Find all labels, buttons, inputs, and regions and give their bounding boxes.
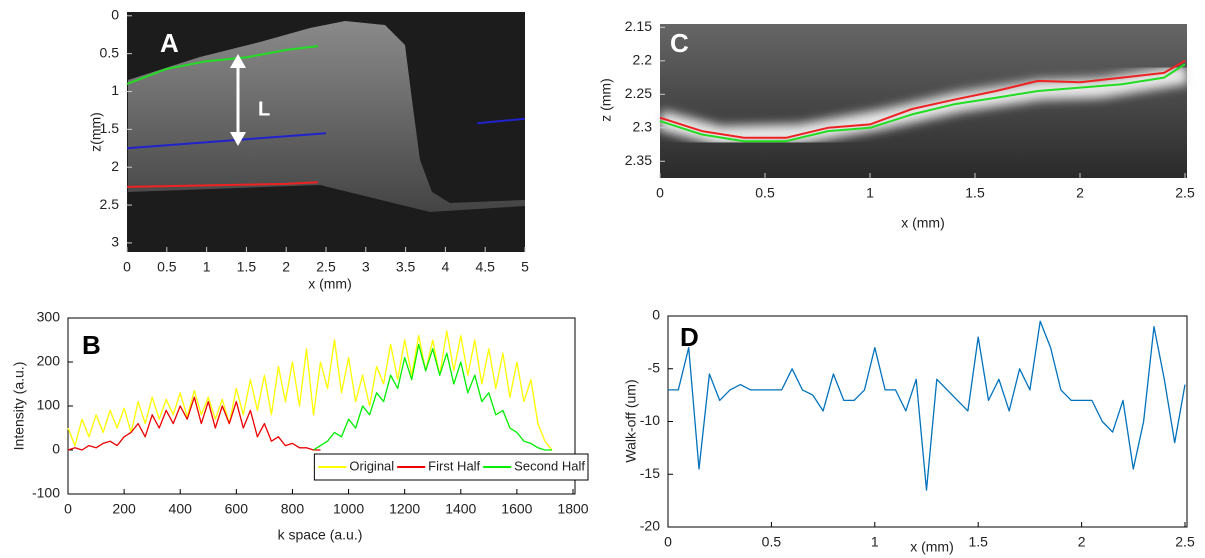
plot-frame: [667, 315, 1188, 528]
legend-label: First Half: [428, 458, 480, 473]
x-tick-label: 2: [1076, 185, 1084, 201]
x-tick-label: 4: [442, 259, 450, 275]
y-tick-label: 2.25: [625, 85, 652, 101]
series-line: [126, 117, 526, 150]
image-c: [657, 24, 1189, 178]
y-tick-label: 0: [652, 307, 660, 323]
x-tick-label: 1: [866, 185, 874, 201]
x-tick-label: 200: [112, 501, 136, 517]
x-tick-label: 1800: [557, 501, 588, 517]
x-tick-label: 1: [203, 259, 211, 275]
series-line: [126, 45, 319, 85]
x-tick-label: 2.5: [1175, 534, 1195, 550]
x-tick-label: 0.5: [755, 185, 775, 201]
series-line: [67, 396, 321, 451]
x-tick-label: 2: [282, 259, 290, 275]
legend-label: Second Half: [514, 458, 585, 473]
series-line: [313, 343, 552, 451]
series-line: [126, 181, 319, 188]
y-tick-label: -5: [648, 359, 661, 375]
x-tick-label: 400: [169, 501, 193, 517]
y-tick-label: -100: [32, 485, 60, 501]
y-tick-label: 2.5: [100, 196, 120, 212]
series-line: [668, 320, 1186, 491]
x-tick-label: 2: [1078, 534, 1086, 550]
x-tick-label: 1: [871, 534, 879, 550]
series-line: [67, 330, 553, 451]
y-axis-label: Walk-off (um): [623, 379, 639, 462]
x-tick-label: 600: [225, 501, 249, 517]
x-axis-label: x (mm): [910, 539, 954, 555]
annotation: L: [258, 98, 270, 120]
x-tick-label: 2.5: [1175, 185, 1195, 201]
x-tick-label: 0.5: [762, 534, 782, 550]
panel-label: A: [160, 28, 179, 58]
y-tick-label: 2.35: [625, 152, 652, 168]
plots: 0 0.5 1 1.5 2 2.5 3 3.5 4 4.5 5 0 0.5 1 1.5 2 2.5 3 x (mm)…: [11, 6, 1195, 554]
x-tick-label: 0: [656, 185, 664, 201]
y-tick-label: 3: [111, 234, 119, 250]
y-tick-label: -10: [640, 412, 660, 428]
x-tick-label: 1.5: [968, 534, 988, 550]
y-tick-label: 200: [37, 353, 61, 369]
x-tick-label: 0: [64, 501, 72, 517]
y-axis-label: Intensity (a.u.): [11, 362, 27, 451]
y-tick-label: 0.5: [100, 44, 120, 60]
y-tick-label: 2: [111, 158, 119, 174]
x-tick-label: 800: [281, 501, 305, 517]
y-tick-label: -20: [640, 518, 660, 534]
legend-box: [313, 453, 589, 481]
x-tick-label: 1.5: [237, 259, 257, 275]
x-tick-label: 0.5: [157, 259, 177, 275]
x-tick-label: 3: [362, 259, 370, 275]
x-tick-label: 1200: [389, 501, 420, 517]
legend-label: Original: [349, 458, 394, 473]
series-line: [659, 59, 1186, 139]
x-tick-label: 0: [664, 534, 672, 550]
x-tick-label: 0: [123, 259, 131, 275]
arrow-l: [230, 54, 246, 146]
x-axis-label: k space (a.u.): [278, 527, 363, 543]
y-axis-label: z (mm): [598, 78, 614, 122]
y-tick-label: 100: [37, 397, 61, 413]
y-tick-label: 2.15: [625, 18, 652, 34]
panel-label: C: [670, 28, 689, 58]
image-a: [127, 12, 525, 252]
y-tick-label: 1: [111, 82, 119, 98]
x-tick-label: 1600: [501, 501, 532, 517]
y-axis-label: z(mm): [88, 112, 104, 152]
x-tick-label: 2.5: [316, 259, 336, 275]
x-axis-label: x (mm): [901, 215, 945, 231]
y-tick-label: 2.2: [633, 52, 653, 68]
x-axis-label: x (mm): [308, 276, 352, 292]
x-tick-label: 3.5: [396, 259, 416, 275]
y-tick-label: 300: [37, 309, 61, 325]
y-tick-label: -15: [640, 465, 660, 481]
x-tick-label: 5: [521, 259, 529, 275]
x-tick-label: 1000: [333, 501, 364, 517]
y-tick-label: 1.5: [100, 120, 120, 136]
panel-label: D: [680, 322, 699, 352]
panel-label: B: [82, 330, 101, 360]
legend: Original First Half Second Half: [313, 453, 589, 481]
y-tick-label: 2.3: [633, 118, 653, 134]
x-tick-label: 4.5: [475, 259, 495, 275]
x-tick-label: 1400: [445, 501, 476, 517]
y-tick-label: 0: [111, 6, 119, 22]
y-tick-label: 0: [52, 441, 60, 457]
x-tick-label: 1.5: [965, 185, 985, 201]
series-line: [659, 63, 1186, 143]
